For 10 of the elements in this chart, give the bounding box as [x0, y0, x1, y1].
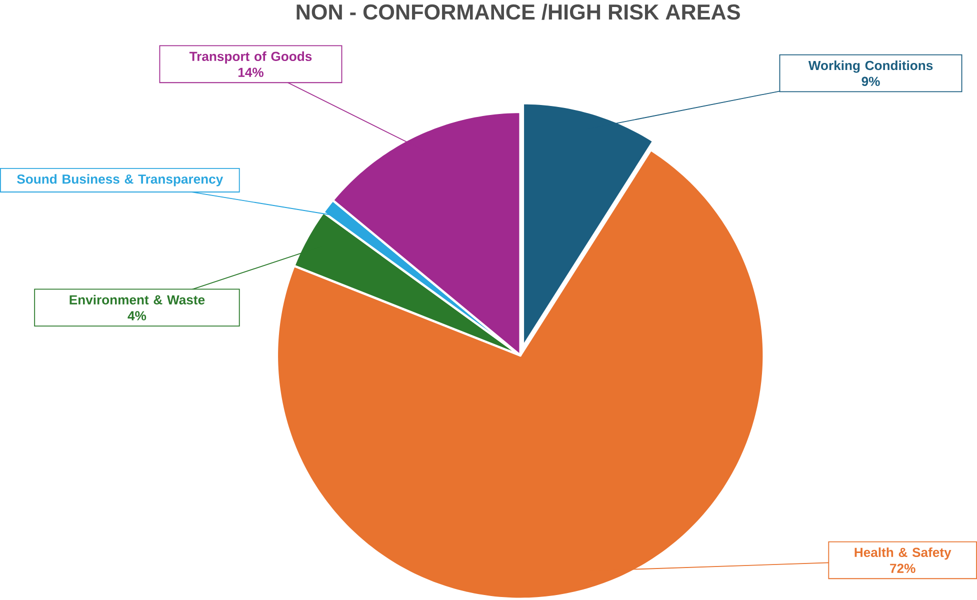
data-label: 72%	[890, 564, 916, 573]
data-label: 14%	[238, 68, 264, 77]
slice-label: Environment & Waste	[70, 294, 205, 304]
slice-label: Health & Safety	[854, 547, 952, 560]
slice-label: Working Conditions	[808, 60, 933, 73]
chart-title: NON - CONFORMANCE /HIGH RISK AREAS	[296, 4, 740, 20]
data-label: 4%	[128, 311, 146, 320]
slice-label: Sound Business & Transparency	[17, 174, 224, 186]
slice-label: Transport of Goods	[189, 51, 312, 64]
data-label: 9%	[862, 76, 880, 86]
